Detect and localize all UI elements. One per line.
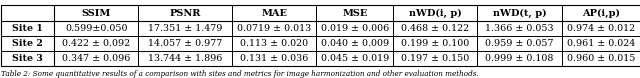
Bar [477, 21, 562, 36]
Text: Site 2: Site 2 [12, 39, 43, 48]
Bar [138, 5, 232, 21]
Text: 0.019 ± 0.006: 0.019 ± 0.006 [321, 24, 389, 33]
Bar [1, 51, 54, 66]
Bar [54, 51, 138, 66]
Bar [317, 21, 393, 36]
Bar [317, 5, 393, 21]
Bar [1, 5, 640, 66]
Bar [1, 5, 54, 21]
Text: 0.113 ± 0.020: 0.113 ± 0.020 [240, 39, 308, 48]
Bar [138, 51, 232, 66]
Text: 0.974 ± 0.012: 0.974 ± 0.012 [568, 24, 636, 33]
Bar [393, 51, 477, 66]
Bar [562, 36, 640, 51]
Bar [393, 21, 477, 36]
Bar [562, 51, 640, 66]
Bar [54, 36, 138, 51]
Text: 0.045 ± 0.019: 0.045 ± 0.019 [321, 54, 389, 63]
Text: 0.468 ± 0.122: 0.468 ± 0.122 [401, 24, 469, 33]
Text: 0.959 ± 0.057: 0.959 ± 0.057 [485, 39, 554, 48]
Text: MAE: MAE [261, 9, 287, 18]
Bar [562, 21, 640, 36]
Bar [393, 5, 477, 21]
Bar [317, 51, 393, 66]
Text: 0.040 ± 0.009: 0.040 ± 0.009 [321, 39, 389, 48]
Bar [54, 21, 138, 36]
Text: nWD(i, p): nWD(i, p) [409, 9, 461, 18]
Text: nWD(t, p): nWD(t, p) [493, 9, 547, 18]
Text: 17.351 ± 1.479: 17.351 ± 1.479 [148, 24, 223, 33]
Bar [1, 21, 54, 36]
Bar [232, 36, 317, 51]
Text: MSE: MSE [342, 9, 367, 18]
Bar [138, 21, 232, 36]
Text: SSIM: SSIM [81, 9, 111, 18]
Text: Table 2: Some quantitative results of a comparison with sites and metrics for im: Table 2: Some quantitative results of a … [1, 70, 479, 78]
Text: 0.999 ± 0.108: 0.999 ± 0.108 [485, 54, 554, 63]
Text: PSNR: PSNR [170, 9, 201, 18]
Bar [138, 36, 232, 51]
Text: 0.199 ± 0.100: 0.199 ± 0.100 [401, 39, 469, 48]
Bar [477, 5, 562, 21]
Text: 0.961 ± 0.024: 0.961 ± 0.024 [568, 39, 636, 48]
Text: 0.197 ± 0.150: 0.197 ± 0.150 [401, 54, 469, 63]
Bar [393, 36, 477, 51]
Text: 13.744 ± 1.896: 13.744 ± 1.896 [148, 54, 223, 63]
Bar [232, 51, 317, 66]
Text: 0.0719 ± 0.013: 0.0719 ± 0.013 [237, 24, 312, 33]
Text: 0.347 ± 0.096: 0.347 ± 0.096 [62, 54, 131, 63]
Text: 0.422 ± 0.092: 0.422 ± 0.092 [62, 39, 130, 48]
Text: 14.057 ± 0.977: 14.057 ± 0.977 [148, 39, 222, 48]
Bar [54, 5, 138, 21]
Text: Site 3: Site 3 [12, 54, 43, 63]
Bar [1, 36, 54, 51]
Text: AP(i,p): AP(i,p) [582, 9, 621, 18]
Bar [477, 36, 562, 51]
Text: 0.131 ± 0.036: 0.131 ± 0.036 [240, 54, 308, 63]
Bar [477, 51, 562, 66]
Bar [317, 36, 393, 51]
Text: Site 1: Site 1 [12, 24, 43, 33]
Bar [562, 5, 640, 21]
Bar [232, 5, 317, 21]
Text: 0.599±0.050: 0.599±0.050 [65, 24, 127, 33]
Bar [232, 21, 317, 36]
Text: 0.960 ± 0.015: 0.960 ± 0.015 [567, 54, 636, 63]
Text: 1.366 ± 0.053: 1.366 ± 0.053 [485, 24, 554, 33]
